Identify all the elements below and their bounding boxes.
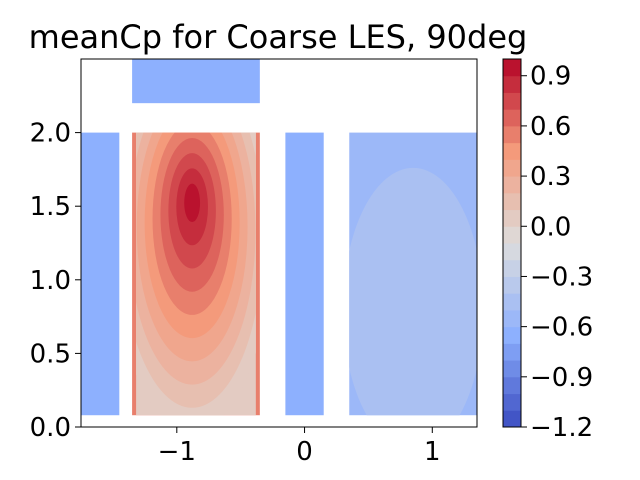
roof-face-base — [132, 59, 260, 104]
colorbar-level — [503, 92, 521, 110]
windward-face-contour — [184, 183, 201, 223]
windward-face — [132, 132, 260, 416]
colorbar-level — [503, 75, 521, 93]
colorbar-level — [503, 410, 521, 428]
x-axis: −1 0 1 — [158, 427, 441, 467]
colorbar-level — [503, 259, 521, 277]
chart-title: meanCp for Coarse LES, 90deg — [29, 18, 528, 56]
colorbar-level — [503, 109, 521, 127]
colorbar-level — [503, 393, 521, 411]
y-tick-label: 1.5 — [30, 192, 71, 222]
left-side-face — [81, 132, 120, 416]
colorbar-tick-label: −1.2 — [530, 413, 593, 443]
x-tick-label: −1 — [158, 437, 196, 467]
x-tick-label: 0 — [296, 437, 313, 467]
colorbar-level — [503, 326, 521, 344]
colorbar-tick-label: 0.6 — [530, 112, 571, 142]
colorbar-level — [503, 159, 521, 177]
colorbar-level — [503, 176, 521, 194]
plot-area — [80, 58, 478, 428]
leeward-face — [349, 132, 477, 416]
y-tick-label: 1.0 — [30, 266, 71, 296]
colorbar-level — [503, 309, 521, 328]
colorbar-level — [503, 209, 521, 227]
right-side-face — [285, 132, 324, 416]
right-side-face-base — [285, 132, 324, 416]
colorbar-tick-label: 0.9 — [530, 62, 571, 92]
colorbar-level — [503, 243, 521, 261]
colorbar-level — [503, 192, 521, 211]
roof-face — [132, 59, 260, 104]
colorbar-tick-label: −0.3 — [530, 262, 593, 292]
colorbar-level — [503, 226, 521, 244]
colorbar-level — [503, 360, 521, 378]
colorbar-tick-label: 0.0 — [530, 212, 571, 242]
colorbar-tick-label: −0.9 — [530, 363, 593, 393]
colorbar-level — [503, 276, 521, 294]
colorbar: −1.2 −0.9 −0.6 −0.3 0.0 0.3 0.6 0.9 — [502, 58, 593, 443]
colorbar-tick-label: 0.3 — [530, 162, 571, 192]
colorbar-level — [503, 293, 521, 311]
y-tick-label: 0.5 — [30, 339, 71, 369]
leeward-face-contour — [349, 167, 477, 416]
colorbar-level — [503, 376, 521, 395]
colorbar-level — [503, 142, 521, 160]
x-tick-label: 1 — [424, 437, 441, 467]
colorbar-level — [503, 343, 521, 361]
y-tick-label: 0.0 — [30, 413, 71, 443]
plot-frame — [80, 58, 478, 428]
colorbar-level — [503, 59, 521, 77]
colorbar-frame — [502, 58, 522, 428]
y-axis: 0.0 0.5 1.0 1.5 2.0 — [30, 119, 81, 443]
y-tick-label: 2.0 — [30, 119, 71, 149]
left-side-face-base — [81, 132, 120, 416]
colorbar-level — [503, 125, 521, 144]
colorbar-tick-label: −0.6 — [530, 313, 593, 343]
